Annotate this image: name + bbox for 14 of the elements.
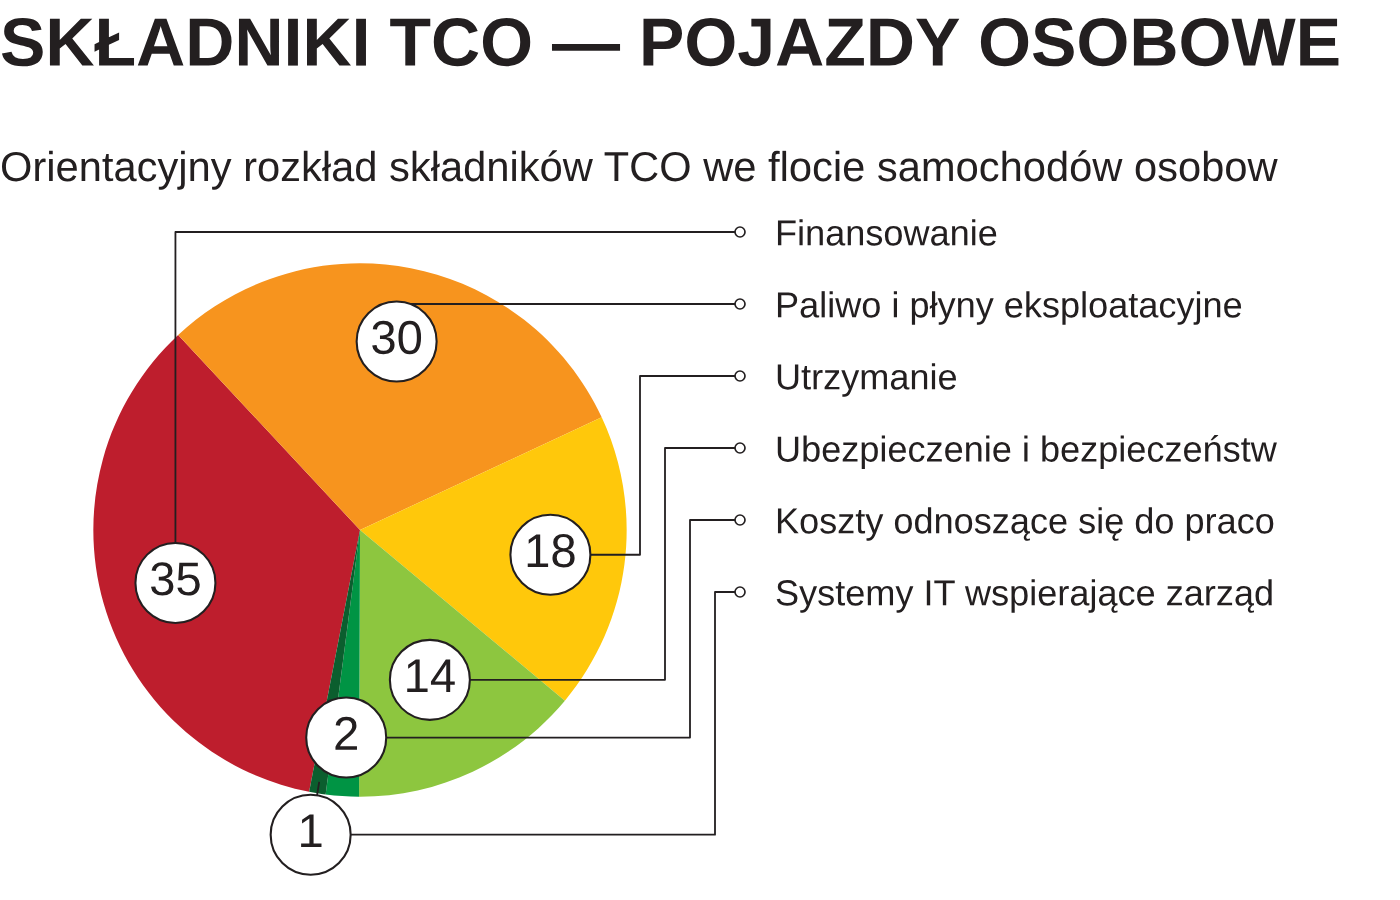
slice-label: Ubezpieczenie i bezpieczeństw [777,434,1277,470]
data-label: 18 [527,533,575,568]
chart-subtitle: Orientacyjny rozkład składników TCO we flocie samochodów osobow [1,150,1278,190]
chart-title: SKŁADNIKI TCO — POJAZDY OSOBOWE [1,18,1339,67]
slice-label: Finansowanie [777,219,997,246]
slice-label: Koszty odnoszące się do praco [777,507,1274,541]
data-label: 35 [150,562,200,596]
data-label: 30 [372,320,422,355]
data-label: 2 [335,716,357,750]
slice-label: Paliwo i płyny eksploatacyjne [777,291,1242,325]
slice-label: Utrzymanie [777,363,956,397]
slice-label: Systemy IT wspierające zarząd [776,579,1272,613]
data-label: 14 [407,659,455,693]
data-label: 1 [301,814,322,847]
